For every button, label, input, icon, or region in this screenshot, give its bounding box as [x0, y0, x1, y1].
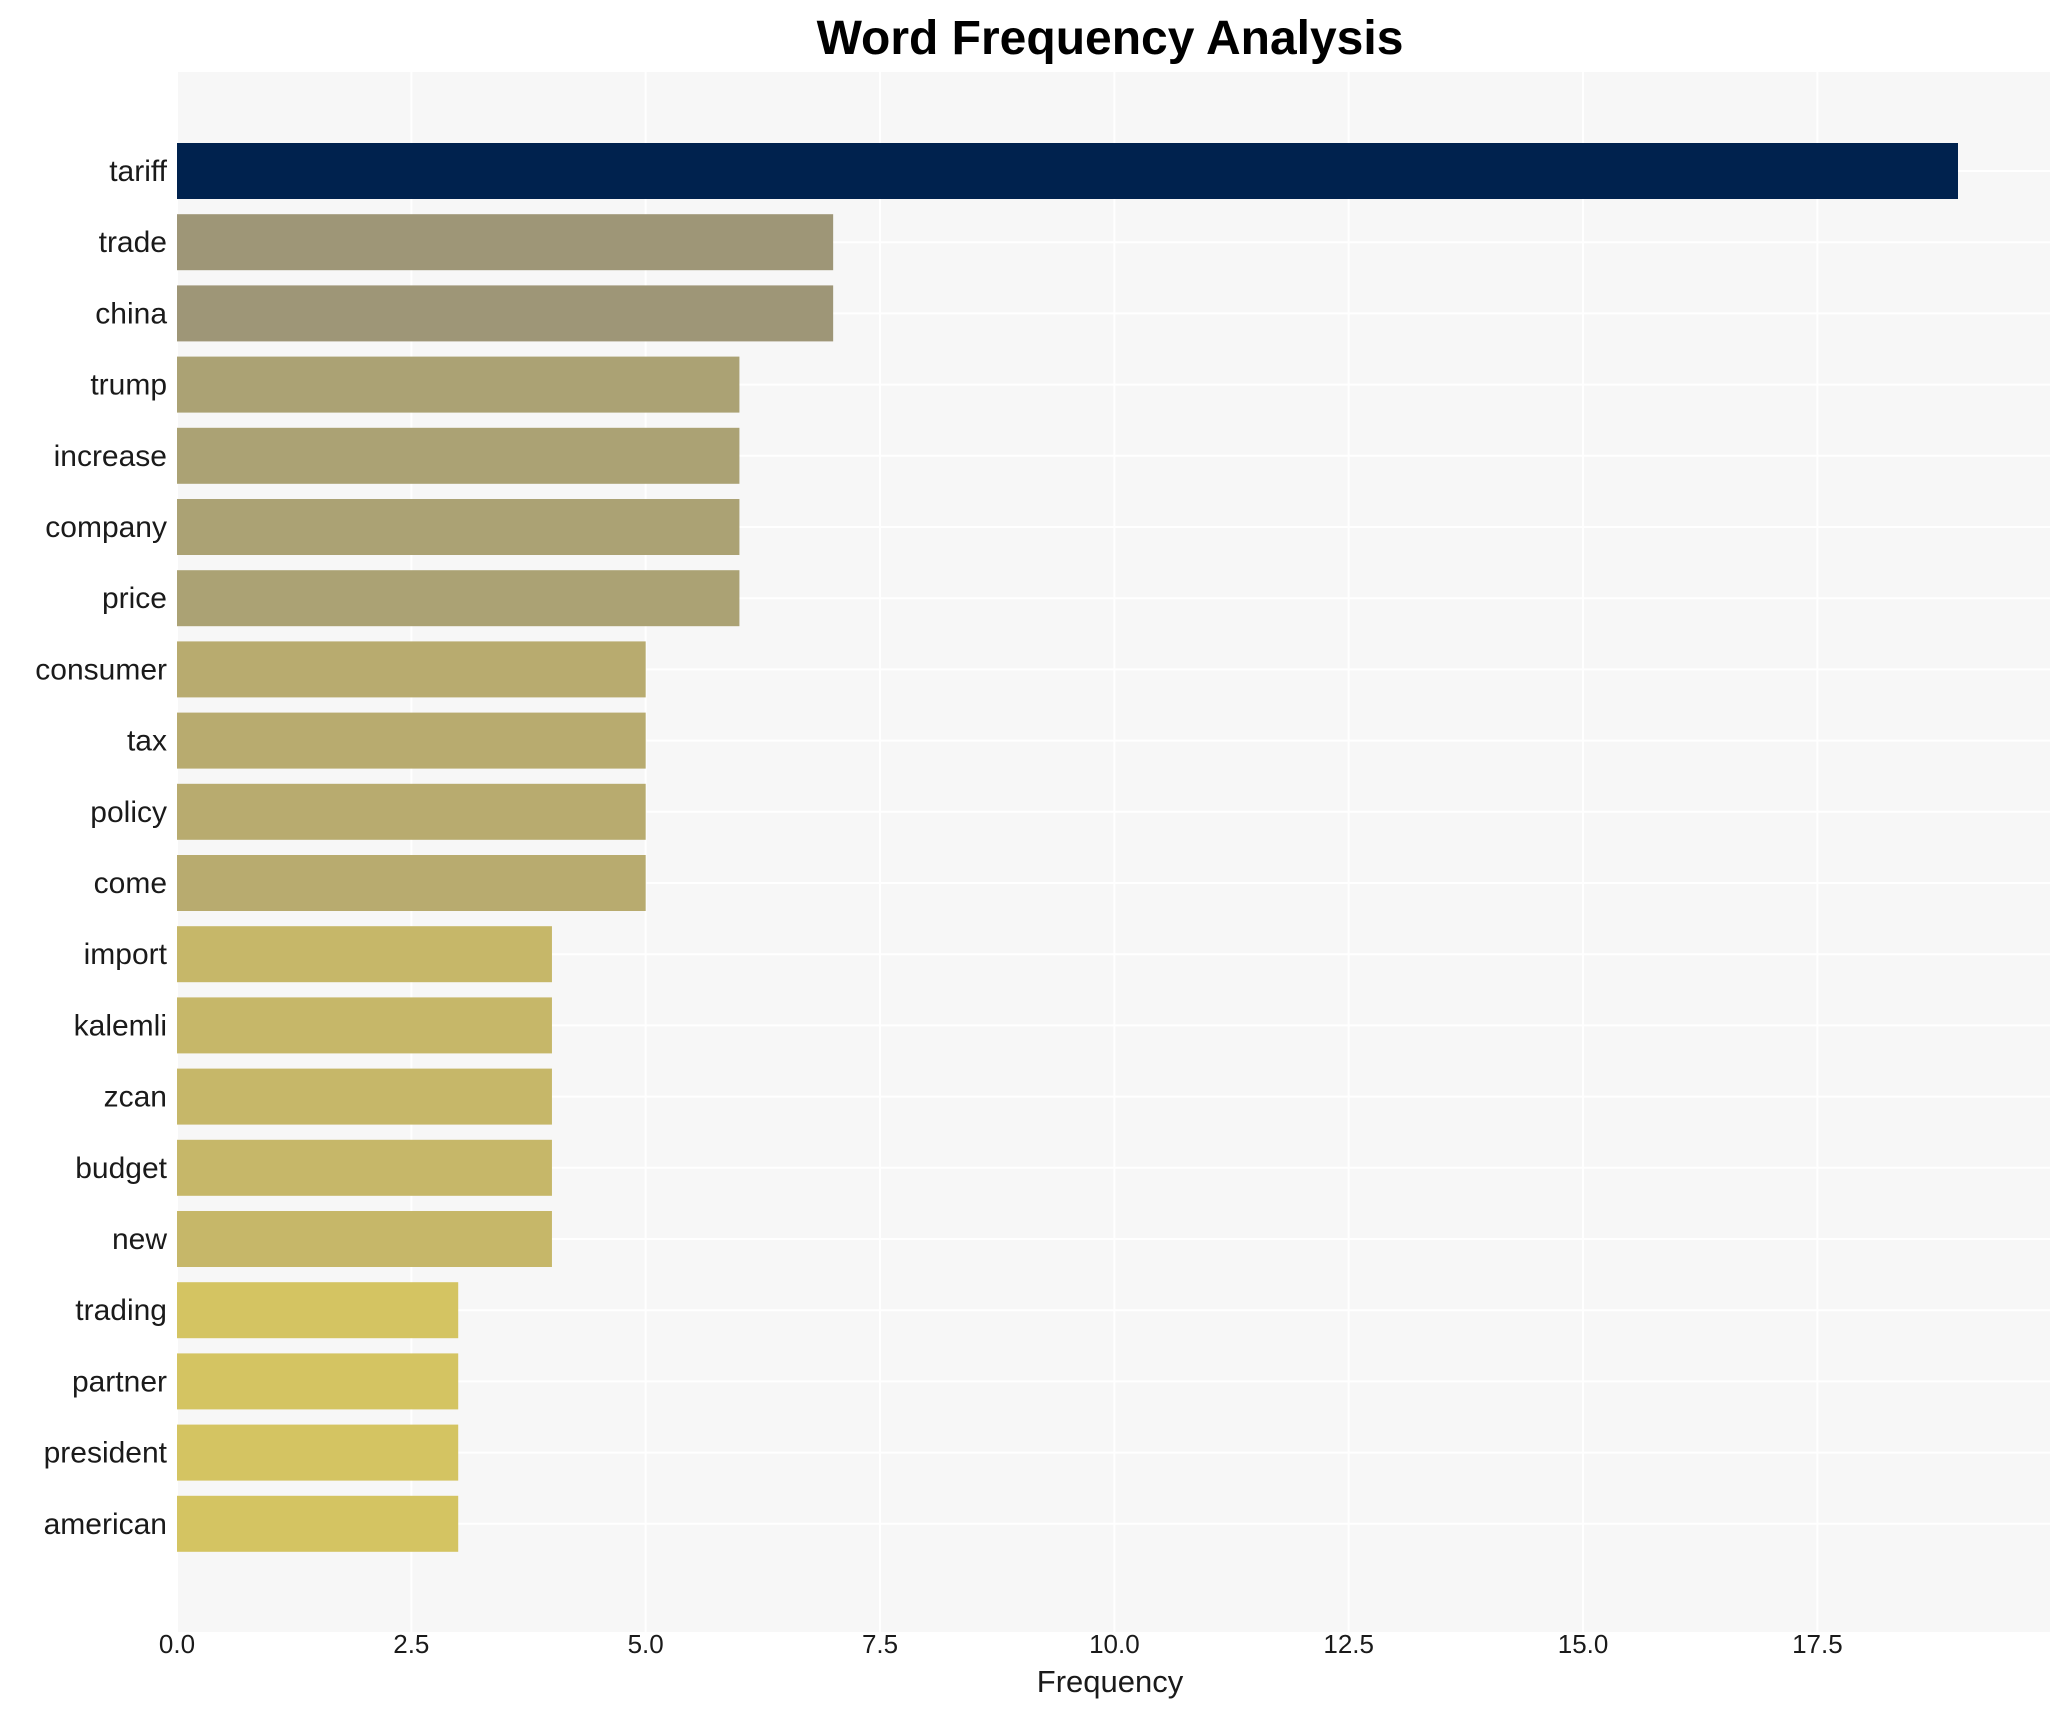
bar-president	[177, 1424, 459, 1481]
bar-tax	[177, 712, 646, 769]
category-label-tax: tax	[127, 725, 167, 758]
bar-trading	[177, 1282, 459, 1339]
category-label-china: china	[95, 297, 167, 330]
category-label-budget: budget	[75, 1152, 167, 1185]
category-label-import: import	[84, 938, 168, 971]
bar-price	[177, 570, 740, 627]
category-label-come: come	[94, 867, 167, 900]
category-label-tariff: tariff	[109, 155, 167, 188]
x-axis-label: Frequency	[1037, 1664, 1184, 1699]
bar-consumer	[177, 641, 646, 698]
category-label-trump: trump	[90, 369, 167, 402]
x-tick-label: 2.5	[393, 1629, 429, 1659]
bar-policy	[177, 783, 646, 840]
bar-partner	[177, 1353, 459, 1410]
category-label-new: new	[112, 1223, 167, 1256]
category-label-consumer: consumer	[35, 653, 167, 686]
category-label-american: american	[44, 1508, 167, 1541]
bar-zcan	[177, 1068, 552, 1125]
bar-kalemli	[177, 997, 552, 1054]
category-labels: tariff trade china trump increase company pric…	[35, 155, 167, 1541]
bar-new	[177, 1211, 552, 1267]
bar-import	[177, 926, 552, 983]
bars	[177, 143, 1958, 1552]
x-tick-label: 7.5	[862, 1629, 898, 1659]
x-tick-label: 10.0	[1089, 1629, 1140, 1659]
x-tick-labels: 0.0 2.5 5.0 7.5 10.0 12.5 15.0 17.5	[159, 1629, 1843, 1659]
chart-title: Word Frequency Analysis	[817, 12, 1404, 65]
x-tick-label: 17.5	[1792, 1629, 1843, 1659]
category-label-trading: trading	[75, 1294, 167, 1327]
bar-budget	[177, 1139, 552, 1196]
category-label-trade: trade	[99, 226, 167, 259]
bar-come	[177, 855, 646, 911]
category-label-price: price	[102, 582, 167, 615]
bar-american	[177, 1495, 459, 1552]
bar-china	[177, 285, 834, 342]
bar-trade	[177, 214, 834, 271]
category-label-partner: partner	[72, 1365, 167, 1398]
category-label-president: president	[44, 1437, 168, 1470]
category-label-kalemli: kalemli	[74, 1009, 167, 1042]
category-label-policy: policy	[90, 796, 167, 829]
bar-trump	[177, 356, 740, 413]
x-tick-label: 12.5	[1323, 1629, 1374, 1659]
x-tick-label: 15.0	[1558, 1629, 1609, 1659]
x-tick-label: 5.0	[628, 1629, 664, 1659]
bar-increase	[177, 427, 740, 484]
bar-company	[177, 499, 740, 555]
x-tick-label: 0.0	[159, 1629, 195, 1659]
category-label-increase: increase	[54, 440, 167, 473]
bar-tariff	[177, 143, 1958, 199]
category-label-company: company	[45, 511, 167, 544]
category-label-zcan: zcan	[104, 1081, 167, 1114]
